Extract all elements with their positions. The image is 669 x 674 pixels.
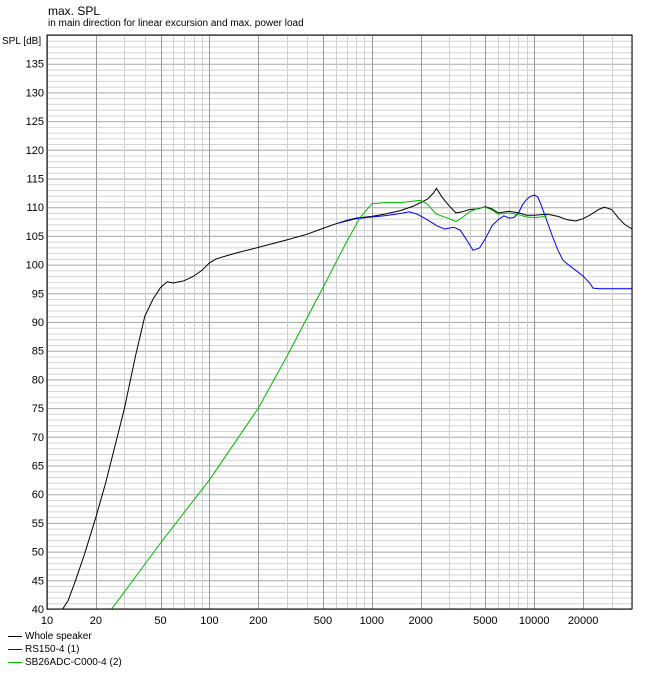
chart-grid [47, 35, 633, 610]
y-tick-label: 95 [32, 288, 44, 300]
x-axis-ticks: 10 20 50 100 200 500 1000 2000 5000 10000 20000 [41, 615, 599, 627]
legend-label: Whole speaker [25, 631, 92, 642]
y-tick-label: 75 [32, 403, 44, 415]
y-axis-ticks: 40 45 50 55 60 65 70 75 80 85 90 95 100 105 110 115 120 1… [26, 59, 44, 616]
plot-frame [46, 34, 633, 610]
x-tick-label: 2000 [408, 615, 432, 627]
y-tick-label: 40 [32, 604, 44, 616]
x-tick-label: 500 [314, 615, 332, 627]
x-tick-label: 200 [249, 615, 267, 627]
y-tick-label: 135 [26, 59, 44, 71]
legend-item-1: Whole speaker [8, 630, 122, 643]
legend-item-3: SB26ADC-C000-4 (2) [8, 656, 122, 669]
legend-swatch [8, 649, 22, 650]
legend-swatch [8, 636, 22, 637]
y-tick-label: 55 [32, 518, 44, 530]
series-line-3 [62, 199, 548, 610]
y-tick-label: 70 [32, 432, 44, 444]
chart-subtitle: in main direction for linear excursion a… [48, 18, 304, 29]
x-tick-label: 5000 [473, 615, 497, 627]
series-line-2 [335, 194, 632, 290]
x-tick-label: 100 [200, 615, 218, 627]
y-tick-label: 65 [32, 461, 44, 473]
y-tick-label: 115 [26, 174, 44, 186]
y-tick-label: 90 [32, 317, 44, 329]
x-tick-label: 10 [41, 615, 53, 627]
x-tick-label: 1000 [360, 615, 384, 627]
y-tick-label: 100 [26, 260, 44, 272]
series-line-1 [62, 187, 633, 610]
y-tick-label: 125 [26, 116, 44, 128]
y-tick-label: 60 [32, 489, 44, 501]
x-tick-label: 50 [154, 615, 166, 627]
y-tick-label: 105 [26, 231, 44, 243]
legend-label: RS150-4 (1) [25, 644, 80, 655]
y-tick-label: 45 [32, 575, 44, 587]
y-tick-label: 85 [32, 346, 44, 358]
legend-item-2: RS150-4 (1) [8, 643, 122, 656]
legend-label: SB26ADC-C000-4 (2) [25, 657, 122, 668]
chart-title: max. SPL [48, 4, 101, 18]
y-tick-label: 120 [26, 145, 44, 157]
chart-series [62, 187, 633, 610]
x-tick-label: 10000 [519, 615, 550, 627]
x-tick-label: 20000 [568, 615, 599, 627]
y-tick-label: 130 [26, 87, 44, 99]
legend-swatch [8, 662, 22, 663]
y-tick-label: 50 [32, 547, 44, 559]
chart-legend: Whole speaker RS150-4 (1) SB26ADC-C000-4 (… [8, 630, 122, 669]
y-tick-label: 110 [26, 202, 44, 214]
y-axis-label: SPL [dB] [2, 36, 41, 47]
x-tick-label: 20 [90, 615, 102, 627]
y-tick-label: 80 [32, 374, 44, 386]
